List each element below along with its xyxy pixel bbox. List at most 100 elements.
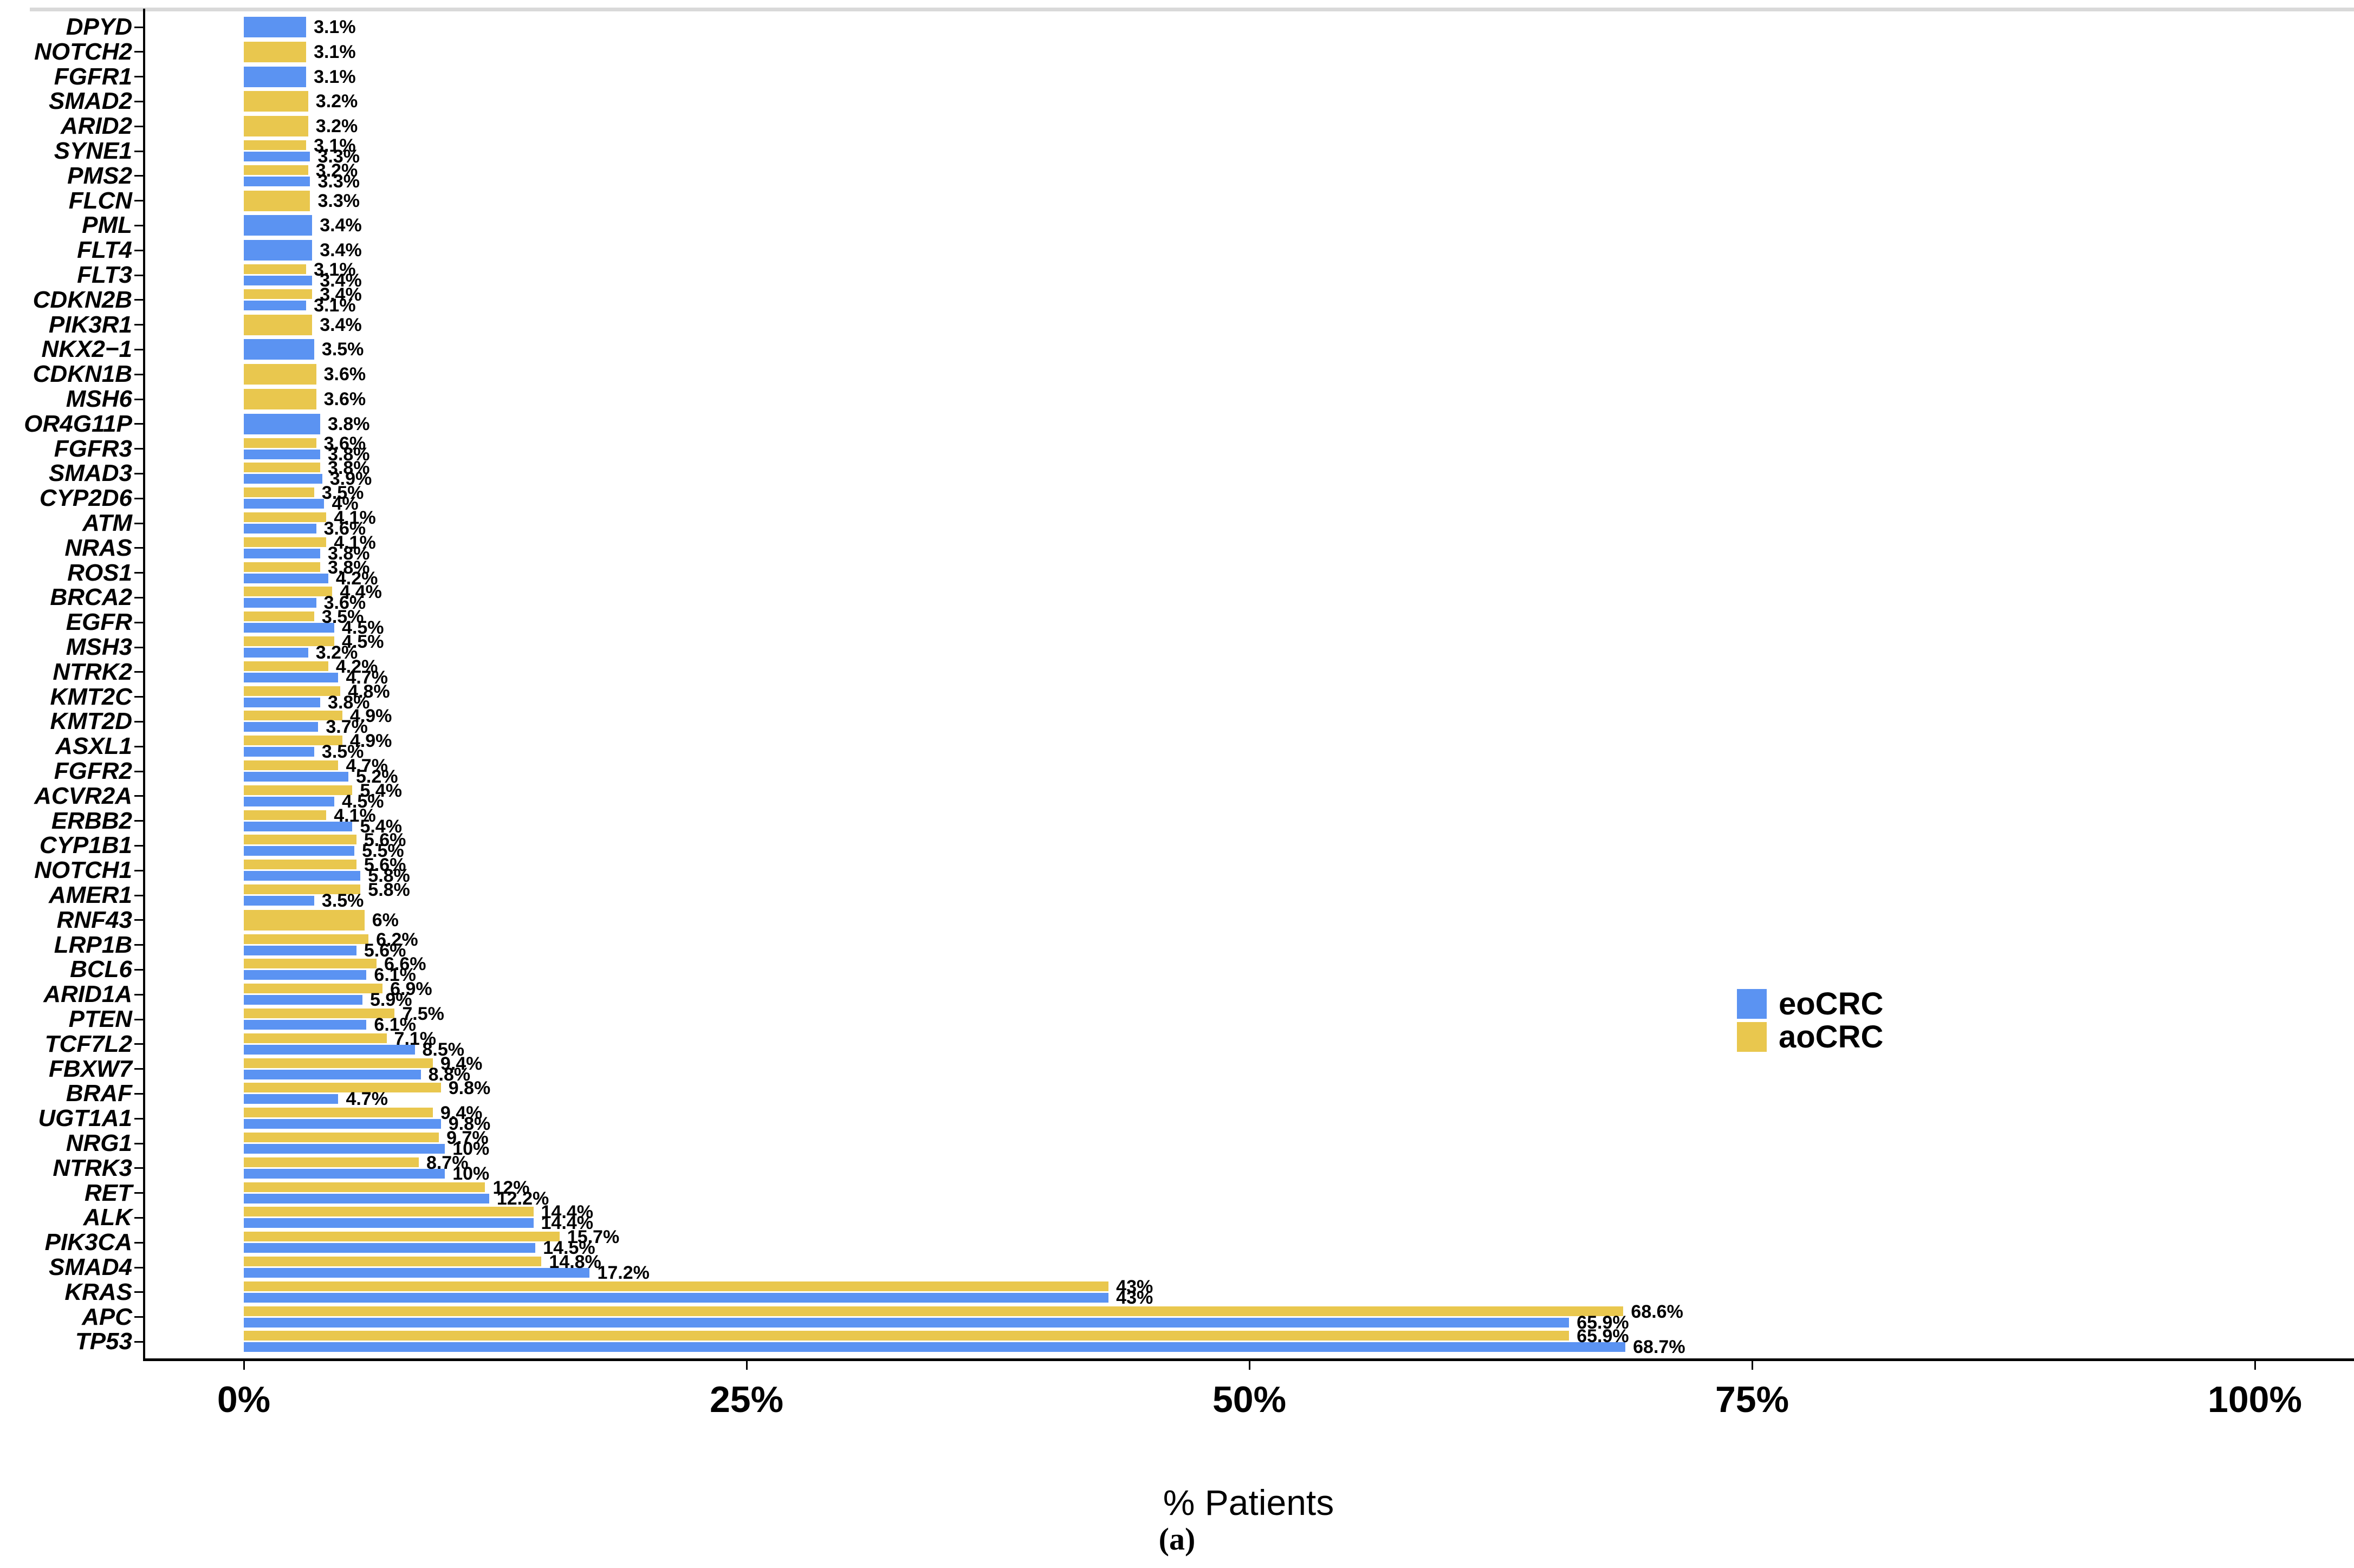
bar-aoCRC bbox=[244, 1281, 1109, 1291]
gene-label: ATM bbox=[82, 510, 132, 536]
y-tick bbox=[134, 944, 143, 946]
gene-label: PIK3R1 bbox=[48, 311, 132, 338]
y-tick bbox=[134, 1291, 143, 1293]
bar-value-label: 3.5% bbox=[321, 607, 364, 628]
bar-eoCRC bbox=[244, 896, 314, 906]
y-tick bbox=[134, 200, 143, 202]
y-tick bbox=[134, 720, 143, 723]
y-tick bbox=[134, 820, 143, 822]
bar-value-label: 43% bbox=[1116, 1287, 1153, 1308]
bar-aoCRC bbox=[244, 1033, 387, 1043]
bar-value-label: 4.7% bbox=[346, 1089, 388, 1110]
bar-value-label: 3.6% bbox=[323, 518, 366, 539]
bar-value-label: 3.5% bbox=[321, 339, 364, 360]
bar-eoCRC bbox=[244, 176, 310, 186]
gene-label: TP53 bbox=[75, 1328, 132, 1355]
x-tick-mark bbox=[2254, 1361, 2256, 1370]
y-tick bbox=[134, 348, 143, 350]
gene-label: ARID1A bbox=[43, 981, 132, 1008]
bar-value-label: 3.8% bbox=[328, 557, 370, 578]
bar-eoCRC bbox=[244, 152, 310, 161]
bar-value-label: 5.6% bbox=[364, 855, 406, 876]
bar-value-label: 3.1% bbox=[314, 135, 356, 156]
y-tick bbox=[134, 1142, 143, 1144]
bar-value-label: 4.1% bbox=[334, 805, 376, 826]
bar-eoCRC bbox=[244, 548, 321, 558]
bar-value-label: 3.1% bbox=[314, 259, 356, 280]
gene-label: NKX2−1 bbox=[41, 336, 132, 363]
gene-label: BRCA2 bbox=[50, 584, 132, 611]
bar-aoCRC bbox=[244, 140, 307, 150]
gene-label: CYP1B1 bbox=[39, 832, 132, 859]
gene-label: ALK bbox=[83, 1204, 132, 1231]
y-tick bbox=[134, 968, 143, 971]
gene-label: APC bbox=[82, 1303, 132, 1330]
bar-aoCRC bbox=[244, 860, 356, 870]
gene-label: KMT2D bbox=[50, 708, 132, 735]
y-tick bbox=[134, 1316, 143, 1318]
gene-label: SYNE1 bbox=[54, 138, 132, 164]
bar-value-label: 4.7% bbox=[346, 756, 388, 776]
y-tick bbox=[134, 1216, 143, 1219]
bar-aoCRC bbox=[244, 91, 308, 112]
bar-eoCRC bbox=[244, 598, 316, 608]
bar-aoCRC bbox=[244, 1232, 560, 1242]
bar-value-label: 3.6% bbox=[323, 389, 366, 409]
legend-label: aoCRC bbox=[1779, 1019, 1884, 1055]
bar-value-label: 6% bbox=[372, 909, 399, 931]
bar-value-label: 10% bbox=[452, 1163, 490, 1184]
gene-label: NOTCH1 bbox=[34, 857, 132, 884]
bar-value-label: 3.8% bbox=[328, 543, 370, 564]
x-tick-mark bbox=[243, 1361, 245, 1370]
bar-eoCRC bbox=[244, 1342, 1626, 1352]
gene-label: NOTCH2 bbox=[34, 38, 132, 65]
bar-aoCRC bbox=[244, 512, 327, 522]
bar-aoCRC bbox=[244, 711, 342, 721]
gene-label: FBXW7 bbox=[49, 1055, 132, 1082]
bar-eoCRC bbox=[244, 1317, 1570, 1328]
x-tick-label: 100% bbox=[2208, 1379, 2302, 1420]
bar-value-label: 14.4% bbox=[541, 1213, 593, 1234]
bar-value-label: 3.6% bbox=[323, 364, 366, 385]
bar-value-label: 3.3% bbox=[317, 146, 360, 167]
bar-eoCRC bbox=[244, 722, 319, 732]
bar-value-label: 6.6% bbox=[384, 954, 426, 975]
bar-value-label: 9.4% bbox=[440, 1103, 483, 1124]
bar-value-label: 8.7% bbox=[426, 1152, 469, 1173]
bar-value-label: 5.4% bbox=[360, 816, 402, 837]
bar-eoCRC bbox=[244, 697, 321, 707]
gene-label: RNF43 bbox=[56, 906, 132, 933]
bar-aoCRC bbox=[244, 984, 383, 994]
x-tick-label: 75% bbox=[1715, 1379, 1789, 1420]
gene-label: PTEN bbox=[68, 1006, 132, 1032]
y-tick bbox=[134, 1241, 143, 1244]
y-tick bbox=[134, 1341, 143, 1343]
bar-value-label: 6.2% bbox=[376, 929, 418, 950]
gene-label: UGT1A1 bbox=[38, 1105, 132, 1132]
bar-value-label: 14.8% bbox=[549, 1252, 601, 1272]
y-tick bbox=[134, 1266, 143, 1268]
bar-value-label: 12.2% bbox=[496, 1188, 549, 1209]
bar-aoCRC bbox=[244, 438, 316, 448]
bar-value-label: 3.5% bbox=[321, 741, 364, 763]
page-top-strip bbox=[30, 8, 2354, 11]
y-axis-line bbox=[143, 9, 145, 1361]
bar-aoCRC bbox=[244, 487, 314, 498]
x-tick-label: 25% bbox=[709, 1379, 784, 1420]
legend-swatch-icon bbox=[1737, 1022, 1767, 1052]
bar-eoCRC bbox=[244, 1044, 415, 1055]
y-tick bbox=[134, 497, 143, 499]
bar-value-label: 5.8% bbox=[368, 880, 410, 900]
y-tick bbox=[134, 373, 143, 375]
gene-label: NRAS bbox=[64, 534, 132, 561]
x-tick-mark bbox=[1248, 1361, 1250, 1370]
bar-eoCRC bbox=[244, 339, 314, 360]
bar-value-label: 4.2% bbox=[335, 656, 378, 677]
bar-eoCRC bbox=[244, 413, 321, 434]
y-tick bbox=[134, 894, 143, 896]
gene-label: LRP1B bbox=[54, 931, 132, 958]
y-tick bbox=[134, 696, 143, 698]
x-axis-title: % Patients bbox=[1163, 1482, 1334, 1523]
bar-value-label: 8.5% bbox=[422, 1039, 465, 1060]
